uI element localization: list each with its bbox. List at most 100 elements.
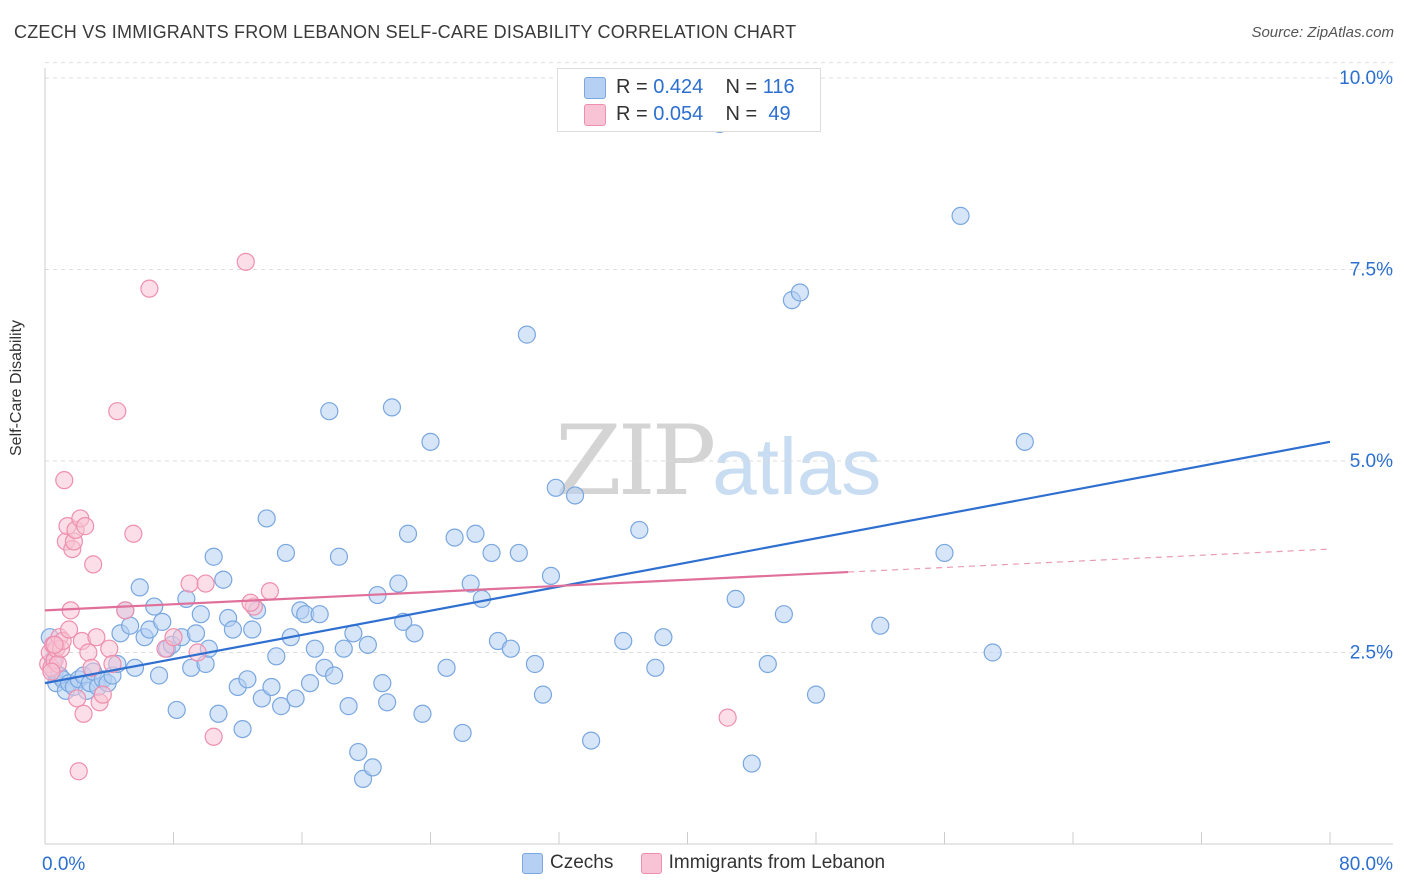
czechs-point [272, 697, 291, 716]
y-tick-label: 10.0% [1339, 68, 1393, 89]
czechs-point [582, 731, 601, 750]
legend-lebanon-stats: R = 0.054 N = 49 [616, 103, 791, 125]
czechs-point [421, 432, 440, 451]
czechs-point [257, 509, 276, 528]
lebanon-point [100, 639, 119, 658]
lebanon-point [124, 524, 143, 543]
lebanon-point [241, 593, 260, 612]
series-legend: Czechs Immigrants from Lebanon [522, 852, 907, 878]
czechs-legend-swatch [522, 853, 543, 874]
source-label: Source: ZipAtlas.com [1251, 24, 1394, 41]
czechs-point [209, 704, 228, 723]
lebanon-point [79, 643, 98, 662]
czechs-point [310, 605, 329, 624]
czechs-point [130, 578, 149, 597]
czechs-point [191, 605, 210, 624]
czechs-point [363, 758, 382, 777]
lebanon-point [103, 654, 122, 674]
czechs-point [614, 631, 633, 651]
czechs-point [267, 647, 286, 666]
czechs-point [243, 620, 262, 639]
legend-item-czechs: Czechs [522, 852, 613, 874]
czechs-point [378, 693, 397, 712]
czechs-point [654, 628, 673, 647]
legend-item-lebanon: Immigrants from Lebanon [640, 852, 886, 874]
lebanon-legend-swatch [640, 853, 662, 874]
lebanon-point [87, 628, 106, 647]
czechs-point [1015, 432, 1034, 451]
legend-czechs-label: Czechs [550, 852, 614, 873]
czechs-point [305, 639, 324, 658]
czechs-point [466, 524, 485, 543]
czechs-point [951, 206, 970, 225]
trend-line-lebanon-extrapolated [848, 548, 1331, 573]
axes [44, 68, 1393, 845]
czechs-point [517, 325, 536, 344]
lebanon-point [180, 574, 199, 593]
lebanon-point [116, 601, 135, 620]
czechs-point [501, 639, 520, 658]
y-tick-label: 5.0% [1350, 451, 1393, 472]
czechs-point [262, 677, 281, 697]
czechs-point [238, 670, 257, 689]
tick-labels: 2.5% 5.0% 7.5% 10.0% 0.0% 80.0% [42, 68, 1393, 875]
czechs-point [405, 624, 424, 643]
trend-line-czechs [44, 440, 1331, 685]
czechs-point [565, 486, 585, 505]
lebanon-point [108, 402, 127, 421]
lebanon-point [93, 685, 112, 704]
czechs-point [373, 674, 392, 693]
czechs-point [286, 689, 305, 708]
czechs-point [461, 574, 480, 593]
czechs-point [546, 478, 565, 497]
czechs-point [806, 685, 826, 704]
data-points [39, 114, 1034, 788]
czechs-point [533, 685, 553, 704]
czechs-point [726, 589, 745, 608]
czechs-point [983, 643, 1002, 662]
czechs-point [437, 658, 456, 677]
lebanon-point [74, 704, 93, 723]
lebanon-point [42, 662, 61, 681]
trend-line-lebanon [44, 570, 849, 612]
czechs-point [445, 528, 464, 547]
czechs-point [389, 574, 408, 593]
czechs-point [153, 612, 172, 631]
czechs-point [509, 543, 528, 563]
grid-lines [45, 62, 1393, 653]
lebanon-point [59, 620, 79, 639]
czechs-point [525, 654, 545, 674]
lebanon-point [236, 252, 255, 271]
y-tick-label: 7.5% [1350, 260, 1393, 281]
czechs-point [935, 543, 954, 563]
czechs-point [276, 543, 296, 563]
czechs-point [167, 700, 186, 720]
czechs-point [742, 754, 761, 773]
czechs-point [233, 719, 252, 739]
czechs-point [214, 570, 233, 589]
lebanon-point [69, 762, 88, 781]
y-tick-label: 2.5% [1350, 643, 1393, 664]
czechs-point [453, 723, 472, 743]
lebanon-point [204, 727, 223, 746]
czechs-point [121, 616, 140, 635]
lebanon-swatch [584, 104, 606, 126]
czechs-point [541, 566, 561, 586]
czechs-point [300, 674, 320, 693]
lebanon-point [76, 517, 95, 536]
czechs-point [320, 402, 339, 421]
lebanon-point [68, 689, 87, 708]
trend-lines [44, 440, 1331, 685]
x-tick-label: 80.0% [1339, 854, 1393, 875]
czechs-point [334, 639, 353, 658]
lebanon-point [196, 574, 215, 593]
legend-lebanon-label: Immigrants from Lebanon [668, 852, 886, 873]
czechs-point [349, 742, 368, 762]
czechs-point [774, 605, 793, 624]
czechs-point [758, 654, 777, 674]
czechs-point [382, 398, 402, 417]
czechs-point [790, 283, 810, 302]
x-tick-label: 0.0% [42, 854, 85, 875]
czechs-point [325, 666, 344, 685]
czechs-point [186, 624, 206, 643]
